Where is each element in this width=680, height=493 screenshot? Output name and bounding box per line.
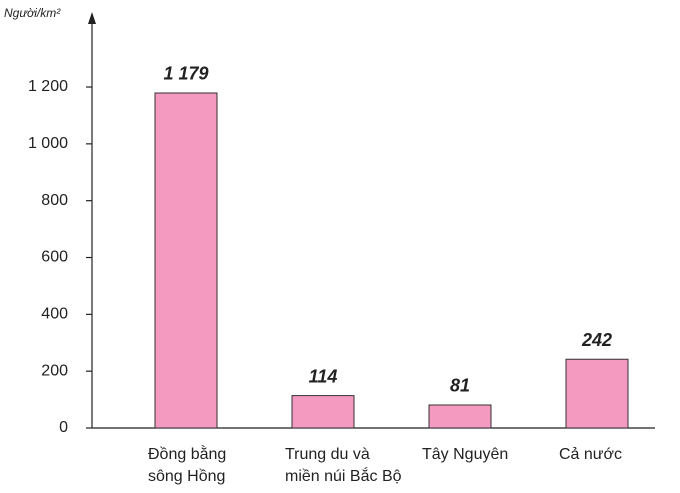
bar bbox=[154, 92, 218, 429]
y-tick-label: 1 200 bbox=[28, 78, 68, 95]
x-tick-label: Cả nước bbox=[559, 446, 622, 463]
x-tick-label: Tây Nguyên bbox=[422, 446, 509, 463]
y-tick-label: 200 bbox=[41, 362, 68, 379]
value-label: 81 bbox=[450, 376, 470, 396]
y-tick-label: 1 000 bbox=[28, 135, 68, 152]
y-axis-arrow bbox=[88, 12, 96, 24]
y-tick-label: 400 bbox=[41, 306, 68, 323]
y-tick-label: 0 bbox=[59, 419, 68, 436]
value-label: 114 bbox=[309, 366, 338, 386]
bar bbox=[428, 404, 492, 429]
bar bbox=[291, 395, 355, 429]
value-label: 242 bbox=[581, 330, 612, 350]
x-tick-label: Trung du và miền núi Bắc Bộ bbox=[285, 446, 402, 485]
y-tick-label: 800 bbox=[41, 192, 68, 209]
x-tick-label: Đồng bằng sông Hồng bbox=[148, 446, 227, 485]
value-label: 1 179 bbox=[163, 64, 208, 84]
y-axis-label: Người/km² bbox=[4, 6, 61, 20]
y-tick-label: 600 bbox=[41, 249, 68, 266]
bar bbox=[565, 358, 629, 429]
